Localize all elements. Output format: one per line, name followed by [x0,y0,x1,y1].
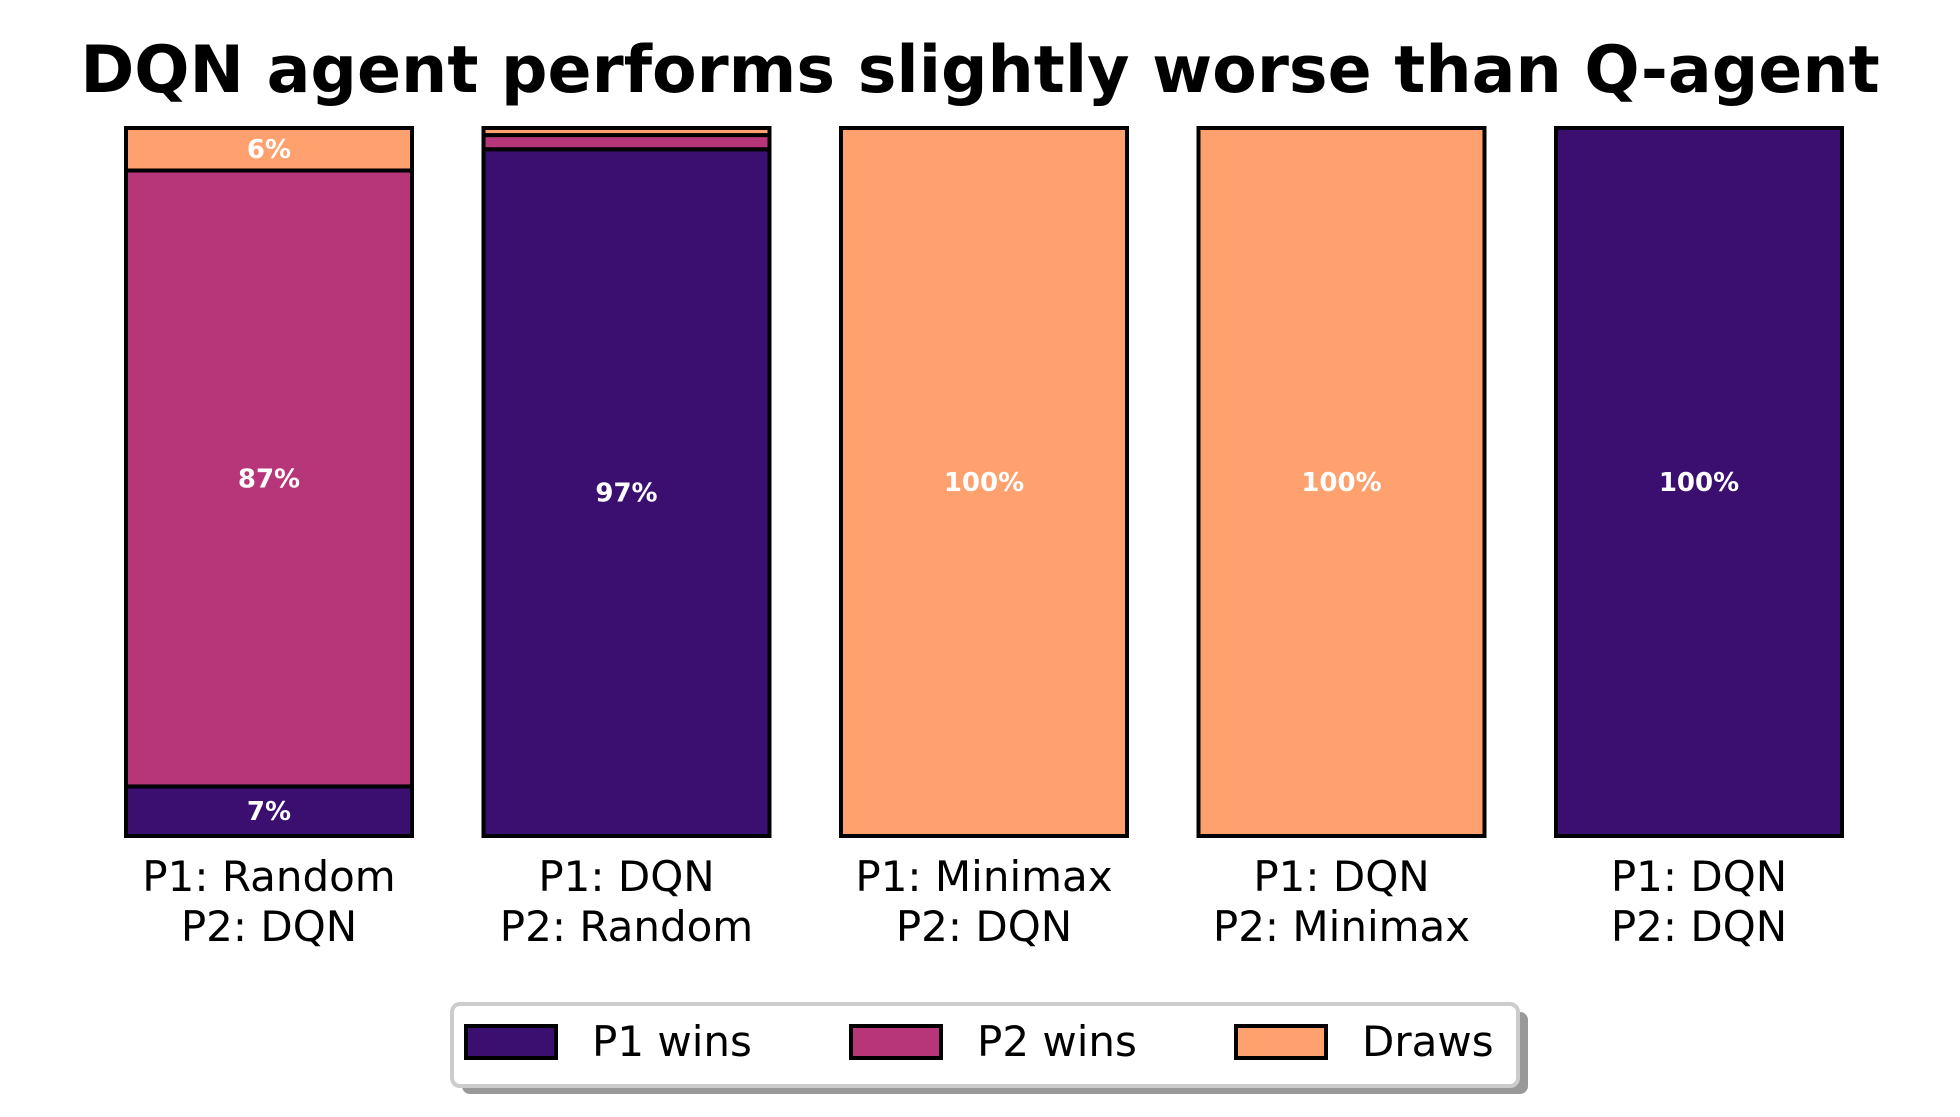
legend-label: P2 wins [977,1017,1137,1066]
category-label: P1: DQN [1611,852,1787,901]
bar-segment [481,133,772,152]
legend-swatch [464,1024,558,1060]
category-label: P2: DQN [181,902,357,951]
data-label: 97% [595,479,657,509]
bar-segment [481,126,772,138]
legend-label: P1 wins [592,1017,752,1066]
category-label: P1: Random [142,852,395,901]
category-label: P1: DQN [538,852,714,901]
bar-segment [124,168,414,789]
bar-segment [1196,126,1487,838]
bar-segment [124,126,414,173]
category-label: P2: DQN [896,902,1072,951]
data-label: 100% [1301,468,1381,498]
legend-label: Draws [1362,1017,1494,1066]
data-label: 100% [1659,468,1739,498]
bars-group: 7% 87% 6% 97% 100% 100% 100% [124,126,1844,839]
category-label: P2: DQN [1611,902,1787,951]
bar-segment [481,147,772,839]
legend-swatch [849,1024,943,1060]
data-label: 100% [944,468,1024,498]
category-label: P2: Random [500,902,753,951]
chart-title: DQN agent performs slightly worse than Q… [80,33,1879,108]
data-label: 6% [247,135,291,165]
category-label: P1: DQN [1253,852,1429,901]
bar-segment [1554,126,1844,838]
data-label: 87% [238,464,300,494]
legend: P1 wins P2 wins Draws [450,1002,1528,1094]
category-label: P2: Minimax [1213,902,1470,951]
legend-swatch [1234,1024,1328,1060]
bar-segment [839,126,1129,838]
data-label: 7% [247,797,291,827]
legend-items: P1 wins P2 wins Draws [464,1017,1494,1066]
bar-segment [124,784,414,839]
category-label: P1: Minimax [855,852,1112,901]
